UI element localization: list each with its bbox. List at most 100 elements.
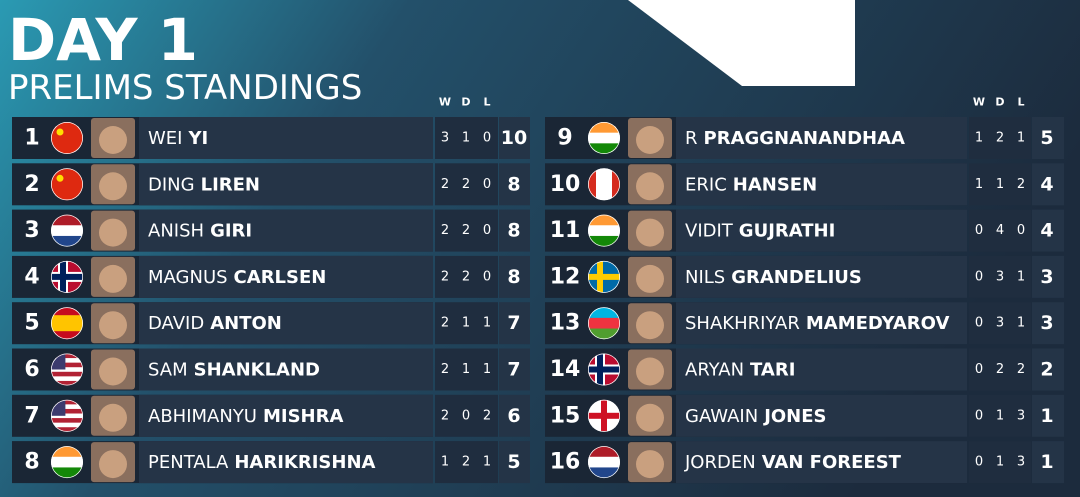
first-name: VIDIT — [685, 220, 734, 241]
stat-w: 0 — [975, 408, 983, 423]
title: DAY 1 — [8, 6, 198, 74]
flag-stripe — [51, 168, 83, 201]
rank: 4 — [24, 264, 39, 289]
flag-stripe — [51, 446, 83, 458]
player-photo-face — [99, 403, 127, 432]
stat-l: 2 — [1017, 362, 1025, 377]
points: 8 — [507, 220, 520, 242]
flag-stripe — [51, 122, 83, 154]
flag-stripe — [588, 456, 620, 468]
flag-cross — [588, 412, 620, 419]
first-name: GAWAIN — [685, 405, 758, 426]
flag-cross — [51, 273, 83, 280]
player-name: ABHIMANYU MISHRA — [148, 405, 343, 426]
flag-stripe — [51, 399, 83, 405]
rank: 5 — [24, 311, 39, 336]
name-bg — [139, 441, 433, 484]
last-name: YI — [187, 128, 208, 149]
rank: 15 — [550, 403, 581, 428]
player-photo-face — [99, 311, 127, 340]
wdl-bg — [435, 394, 498, 437]
rank: 2 — [24, 172, 39, 197]
stat-l: 0 — [1017, 223, 1025, 238]
stat-d: 1 — [462, 362, 470, 377]
flag-stripe — [51, 323, 83, 332]
stat-l: 1 — [483, 362, 491, 377]
player-name: MAGNUS CARLSEN — [148, 266, 326, 287]
stat-d: 2 — [996, 131, 1004, 146]
stat-w: 1 — [975, 131, 983, 146]
flag-stripe — [51, 408, 83, 415]
rank: 14 — [550, 357, 581, 382]
wdl-bg — [435, 302, 498, 345]
last-name: HARIKRISHNA — [234, 452, 375, 473]
player-photo-face — [99, 264, 127, 293]
flag-stripe — [51, 353, 83, 359]
stat-w: 0 — [975, 316, 983, 331]
flag — [51, 399, 83, 432]
flag — [588, 168, 620, 201]
wdl-bg — [969, 394, 1031, 437]
player-photo-face — [636, 357, 664, 386]
stat-d: 0 — [462, 408, 470, 423]
rank: 9 — [557, 126, 572, 151]
stat-w: 0 — [975, 269, 983, 284]
flag-stripe — [588, 307, 620, 319]
wdl-bg — [435, 255, 498, 298]
stat-l: 1 — [1017, 131, 1025, 146]
player-name: ERIC HANSEN — [685, 174, 817, 195]
flag-stripe — [51, 380, 83, 386]
flag — [588, 214, 620, 247]
player-name: WEI YI — [148, 128, 208, 149]
points: 10 — [501, 127, 527, 149]
stat-w: 0 — [975, 223, 983, 238]
name-bg — [676, 117, 967, 159]
wdl-bg — [969, 302, 1031, 345]
player-photo-face — [636, 403, 664, 432]
last-name: HANSEN — [733, 174, 817, 195]
name-bg — [139, 302, 433, 345]
flag-stripe — [51, 362, 83, 368]
stat-d: 1 — [462, 131, 470, 146]
flag-stripe — [51, 371, 83, 377]
flag — [51, 168, 83, 201]
flag — [588, 353, 620, 386]
column-header: W — [973, 96, 985, 109]
wdl-bg — [969, 255, 1031, 298]
flag-star — [56, 128, 64, 136]
flag — [588, 260, 620, 293]
player-photo-face — [99, 126, 127, 154]
name-bg — [676, 348, 967, 391]
points: 1 — [1040, 405, 1053, 427]
rank: 13 — [550, 311, 581, 336]
stat-l: 0 — [483, 223, 491, 238]
first-name: ARYAN — [685, 359, 744, 380]
rank: 12 — [550, 264, 581, 289]
flag-stripe — [588, 467, 620, 479]
flag — [51, 260, 83, 293]
flag-stripe — [612, 168, 620, 201]
flag-stripe — [588, 122, 620, 134]
wdl-bg — [969, 163, 1031, 206]
stat-w: 1 — [975, 177, 983, 192]
player-photo-face — [99, 172, 127, 201]
name-bg — [139, 163, 433, 206]
name-bg — [139, 117, 433, 159]
flag-stripe — [51, 418, 83, 424]
first-name: SHAKHRIYAR — [685, 313, 800, 334]
flag-stripe — [588, 235, 620, 247]
points-bg — [1032, 209, 1064, 252]
first-name: PENTALA — [148, 452, 229, 473]
flag-star — [56, 174, 64, 182]
points: 4 — [1040, 173, 1053, 195]
name-bg — [676, 163, 967, 206]
player-name: R PRAGGNANANDHAA — [685, 128, 905, 149]
name-bg — [676, 255, 967, 298]
first-name: ERIC — [685, 174, 727, 195]
stat-w: 1 — [441, 455, 449, 470]
last-name: MISHRA — [263, 405, 343, 426]
last-name: SHANKLAND — [194, 359, 320, 380]
first-name: MAGNUS — [148, 266, 228, 287]
stat-w: 2 — [441, 408, 449, 423]
stat-d: 1 — [996, 177, 1004, 192]
